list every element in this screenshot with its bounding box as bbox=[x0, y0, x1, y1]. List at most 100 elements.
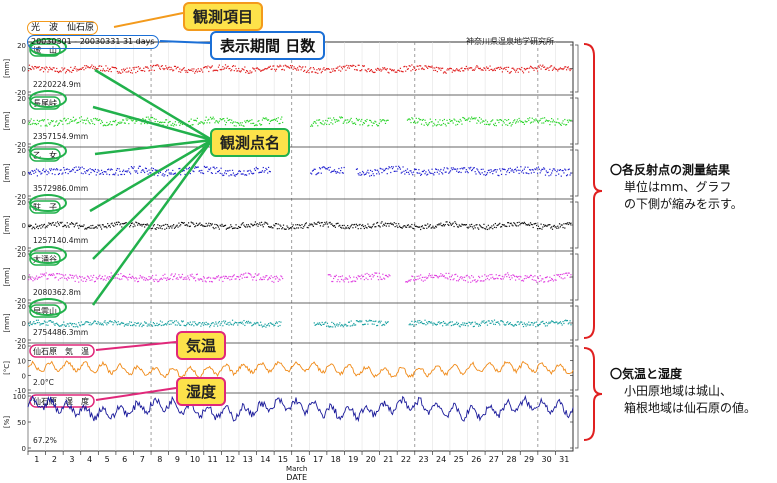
data-point bbox=[259, 222, 261, 224]
data-point bbox=[71, 274, 74, 277]
data-point bbox=[343, 66, 345, 68]
data-point bbox=[488, 228, 490, 230]
data-point bbox=[88, 277, 90, 279]
data-point bbox=[32, 280, 34, 282]
data-point bbox=[265, 275, 267, 277]
data-point bbox=[365, 319, 367, 322]
data-point bbox=[495, 125, 497, 127]
data-point bbox=[180, 122, 182, 125]
data-point bbox=[371, 70, 373, 72]
data-point bbox=[389, 275, 391, 277]
data-point bbox=[563, 322, 565, 325]
data-point bbox=[435, 66, 438, 68]
data-point bbox=[420, 65, 422, 67]
data-point bbox=[205, 281, 207, 283]
data-point bbox=[252, 324, 254, 326]
data-point bbox=[168, 227, 170, 229]
data-point bbox=[374, 169, 376, 171]
data-point bbox=[434, 171, 436, 174]
station-label: 大涌谷 bbox=[33, 254, 57, 264]
data-point bbox=[277, 325, 279, 327]
data-point bbox=[434, 323, 436, 325]
data-point bbox=[349, 277, 351, 279]
data-point bbox=[84, 228, 86, 230]
data-point bbox=[354, 324, 356, 326]
data-point bbox=[94, 66, 97, 68]
data-point bbox=[264, 323, 266, 325]
data-point bbox=[57, 273, 59, 275]
data-point bbox=[446, 277, 448, 279]
data-point bbox=[31, 169, 33, 172]
data-point bbox=[153, 69, 155, 72]
data-point bbox=[280, 321, 282, 323]
data-point bbox=[368, 320, 370, 322]
data-point bbox=[399, 67, 402, 69]
data-point bbox=[527, 224, 529, 226]
data-point bbox=[260, 277, 262, 279]
data-point bbox=[224, 124, 227, 126]
data-point bbox=[210, 280, 213, 283]
data-point bbox=[519, 224, 521, 226]
data-point bbox=[244, 276, 246, 279]
data-point bbox=[236, 227, 238, 229]
data-point bbox=[325, 221, 328, 223]
data-point bbox=[258, 223, 260, 225]
data-point bbox=[164, 323, 166, 326]
data-point bbox=[541, 168, 543, 170]
data-point bbox=[440, 222, 442, 224]
data-point bbox=[566, 67, 569, 69]
data-point bbox=[530, 274, 533, 277]
data-point bbox=[222, 325, 224, 327]
data-point bbox=[125, 118, 127, 120]
data-point bbox=[493, 278, 496, 280]
data-point bbox=[405, 281, 408, 283]
data-point bbox=[340, 226, 342, 228]
data-point bbox=[377, 171, 380, 173]
data-point bbox=[49, 320, 51, 322]
data-point bbox=[393, 69, 395, 71]
data-point bbox=[403, 66, 405, 68]
data-point bbox=[124, 170, 126, 173]
data-point bbox=[255, 322, 257, 324]
data-point bbox=[508, 72, 511, 74]
data-point bbox=[329, 221, 331, 223]
data-point bbox=[100, 322, 102, 324]
data-point bbox=[174, 172, 176, 174]
data-point bbox=[28, 279, 30, 281]
data-point bbox=[556, 321, 558, 323]
data-point bbox=[144, 171, 146, 174]
data-point bbox=[345, 324, 347, 326]
data-point bbox=[80, 321, 82, 323]
data-point bbox=[377, 279, 380, 281]
data-point bbox=[224, 277, 226, 279]
data-point bbox=[167, 225, 169, 227]
data-point bbox=[277, 117, 279, 119]
data-point bbox=[232, 65, 235, 67]
data-point bbox=[73, 67, 75, 69]
humidity-connector bbox=[95, 387, 177, 401]
data-point bbox=[270, 120, 272, 122]
data-point bbox=[385, 274, 387, 277]
data-point bbox=[454, 70, 456, 72]
data-point bbox=[354, 68, 356, 71]
data-point bbox=[80, 116, 82, 118]
data-point bbox=[332, 326, 334, 328]
data-point bbox=[218, 228, 220, 230]
data-point bbox=[558, 68, 561, 70]
data-point bbox=[286, 225, 288, 227]
distance-annotation: 〇各反射点の測量結果 単位はmm、グラフ の下側が縮みを示す。 bbox=[610, 162, 743, 213]
data-point bbox=[215, 227, 217, 229]
data-point bbox=[470, 323, 472, 325]
data-point bbox=[154, 278, 156, 280]
data-point bbox=[112, 66, 114, 69]
scale-bracket bbox=[575, 345, 579, 391]
data-point bbox=[529, 276, 531, 278]
data-point bbox=[507, 274, 510, 276]
data-point bbox=[419, 319, 421, 322]
data-point bbox=[189, 172, 191, 175]
x-tick-label: 25 bbox=[454, 455, 464, 464]
data-point bbox=[449, 321, 452, 323]
data-point bbox=[186, 278, 188, 280]
data-point bbox=[483, 174, 485, 176]
data-point bbox=[478, 224, 481, 226]
